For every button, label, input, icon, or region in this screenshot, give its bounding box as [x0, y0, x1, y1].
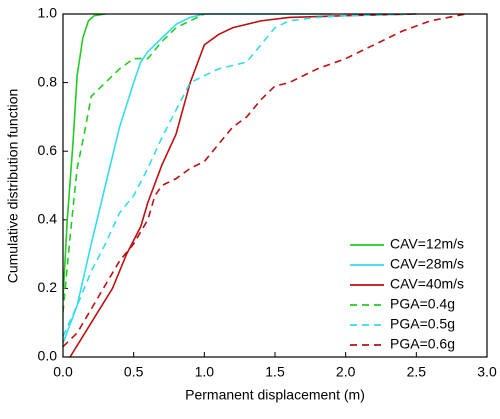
y-tick-label: 0.0	[38, 348, 58, 364]
x-tick-label: 1.5	[265, 364, 285, 380]
x-tick-label: 0.0	[53, 364, 73, 380]
y-tick-label: 0.8	[38, 73, 58, 89]
line	[69, 13, 417, 357]
legend-label: PGA=0.6g	[390, 336, 455, 352]
x-tick-label: 0.5	[124, 364, 144, 380]
x-tick-label: 1.0	[195, 364, 215, 380]
line	[63, 13, 466, 348]
legend-label: CAV=40m/s	[390, 276, 464, 292]
y-tick-label: 1.0	[38, 5, 58, 21]
x-axis-label: Permanent displacement (m)	[185, 387, 365, 403]
legend-label: PGA=0.5g	[390, 316, 455, 332]
legend-label: CAV=28m/s	[390, 256, 464, 272]
x-tick-label: 2.5	[407, 364, 427, 380]
line	[63, 13, 106, 299]
line	[63, 13, 205, 313]
line	[63, 13, 332, 344]
line	[63, 13, 417, 337]
y-tick-label: 0.6	[38, 142, 58, 158]
plot-frame	[62, 13, 488, 358]
x-tick-label: 3.0	[477, 364, 497, 380]
y-axis-label: Cumulative distribution function	[5, 89, 21, 284]
y-tick-label: 0.2	[38, 279, 58, 295]
y-tick-label: 0.4	[38, 211, 58, 227]
legend-label: PGA=0.4g	[390, 296, 455, 312]
x-tick-label: 2.0	[336, 364, 356, 380]
legend-label: CAV=12m/s	[390, 236, 464, 252]
